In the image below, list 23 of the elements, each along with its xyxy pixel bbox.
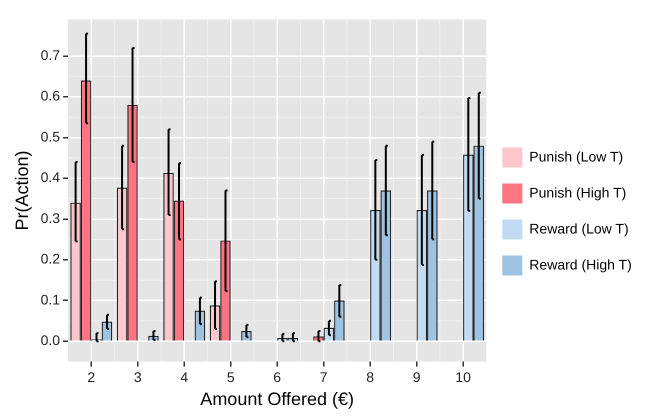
- y-tick-label: 0.1: [40, 291, 60, 308]
- x-tick-label: 8: [366, 368, 374, 385]
- legend-label: Punish (High T): [529, 184, 626, 200]
- x-tick-label: 10: [455, 368, 472, 385]
- y-tick-label: 0.6: [40, 88, 60, 104]
- y-tick-label: 0.5: [40, 128, 60, 144]
- legend-label: Reward (High T): [529, 256, 632, 272]
- x-tick-label: 2: [87, 368, 96, 385]
- x-tick-label: 4: [180, 368, 188, 385]
- x-axis-title: Amount Offered (€): [200, 389, 354, 410]
- legend-label: Punish (Low T): [529, 148, 624, 164]
- y-tick-label: 0.2: [40, 250, 60, 267]
- x-tick-label: 3: [134, 368, 142, 385]
- y-tick-label: 0.7: [40, 46, 60, 63]
- y-tick-label: 0.4: [40, 169, 60, 186]
- x-tick-label: 6: [273, 368, 282, 385]
- x-tick-label: 5: [226, 368, 235, 385]
- y-tick-label: 0.0: [40, 332, 60, 348]
- x-tick-label: 7: [320, 368, 328, 385]
- x-tick-label: 9: [412, 368, 421, 385]
- legend-label: Reward (Low T): [529, 220, 629, 236]
- y-tick-label: 0.3: [40, 210, 60, 226]
- y-axis-title: Pr(Action): [12, 150, 32, 231]
